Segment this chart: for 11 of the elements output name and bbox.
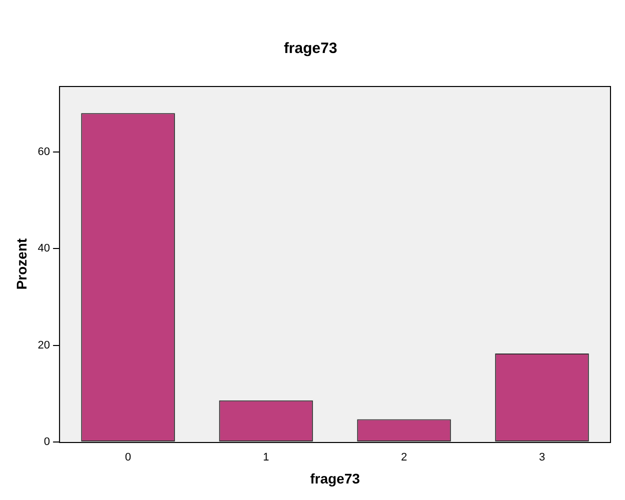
x-tick-label: 1: [262, 452, 270, 464]
y-tick-label: 0: [44, 436, 50, 448]
y-tick-label: 40: [38, 242, 50, 255]
x-axis-title: frage73: [310, 470, 360, 486]
x-tick-label: 2: [400, 452, 408, 464]
x-tick-label: 3: [538, 452, 546, 464]
y-axis-title: Prozent: [13, 238, 30, 290]
x-tick-label: 0: [124, 452, 132, 464]
chart-title: frage73: [284, 40, 338, 58]
y-tick-label: 60: [38, 146, 50, 158]
y-tick-label: 20: [38, 339, 50, 352]
